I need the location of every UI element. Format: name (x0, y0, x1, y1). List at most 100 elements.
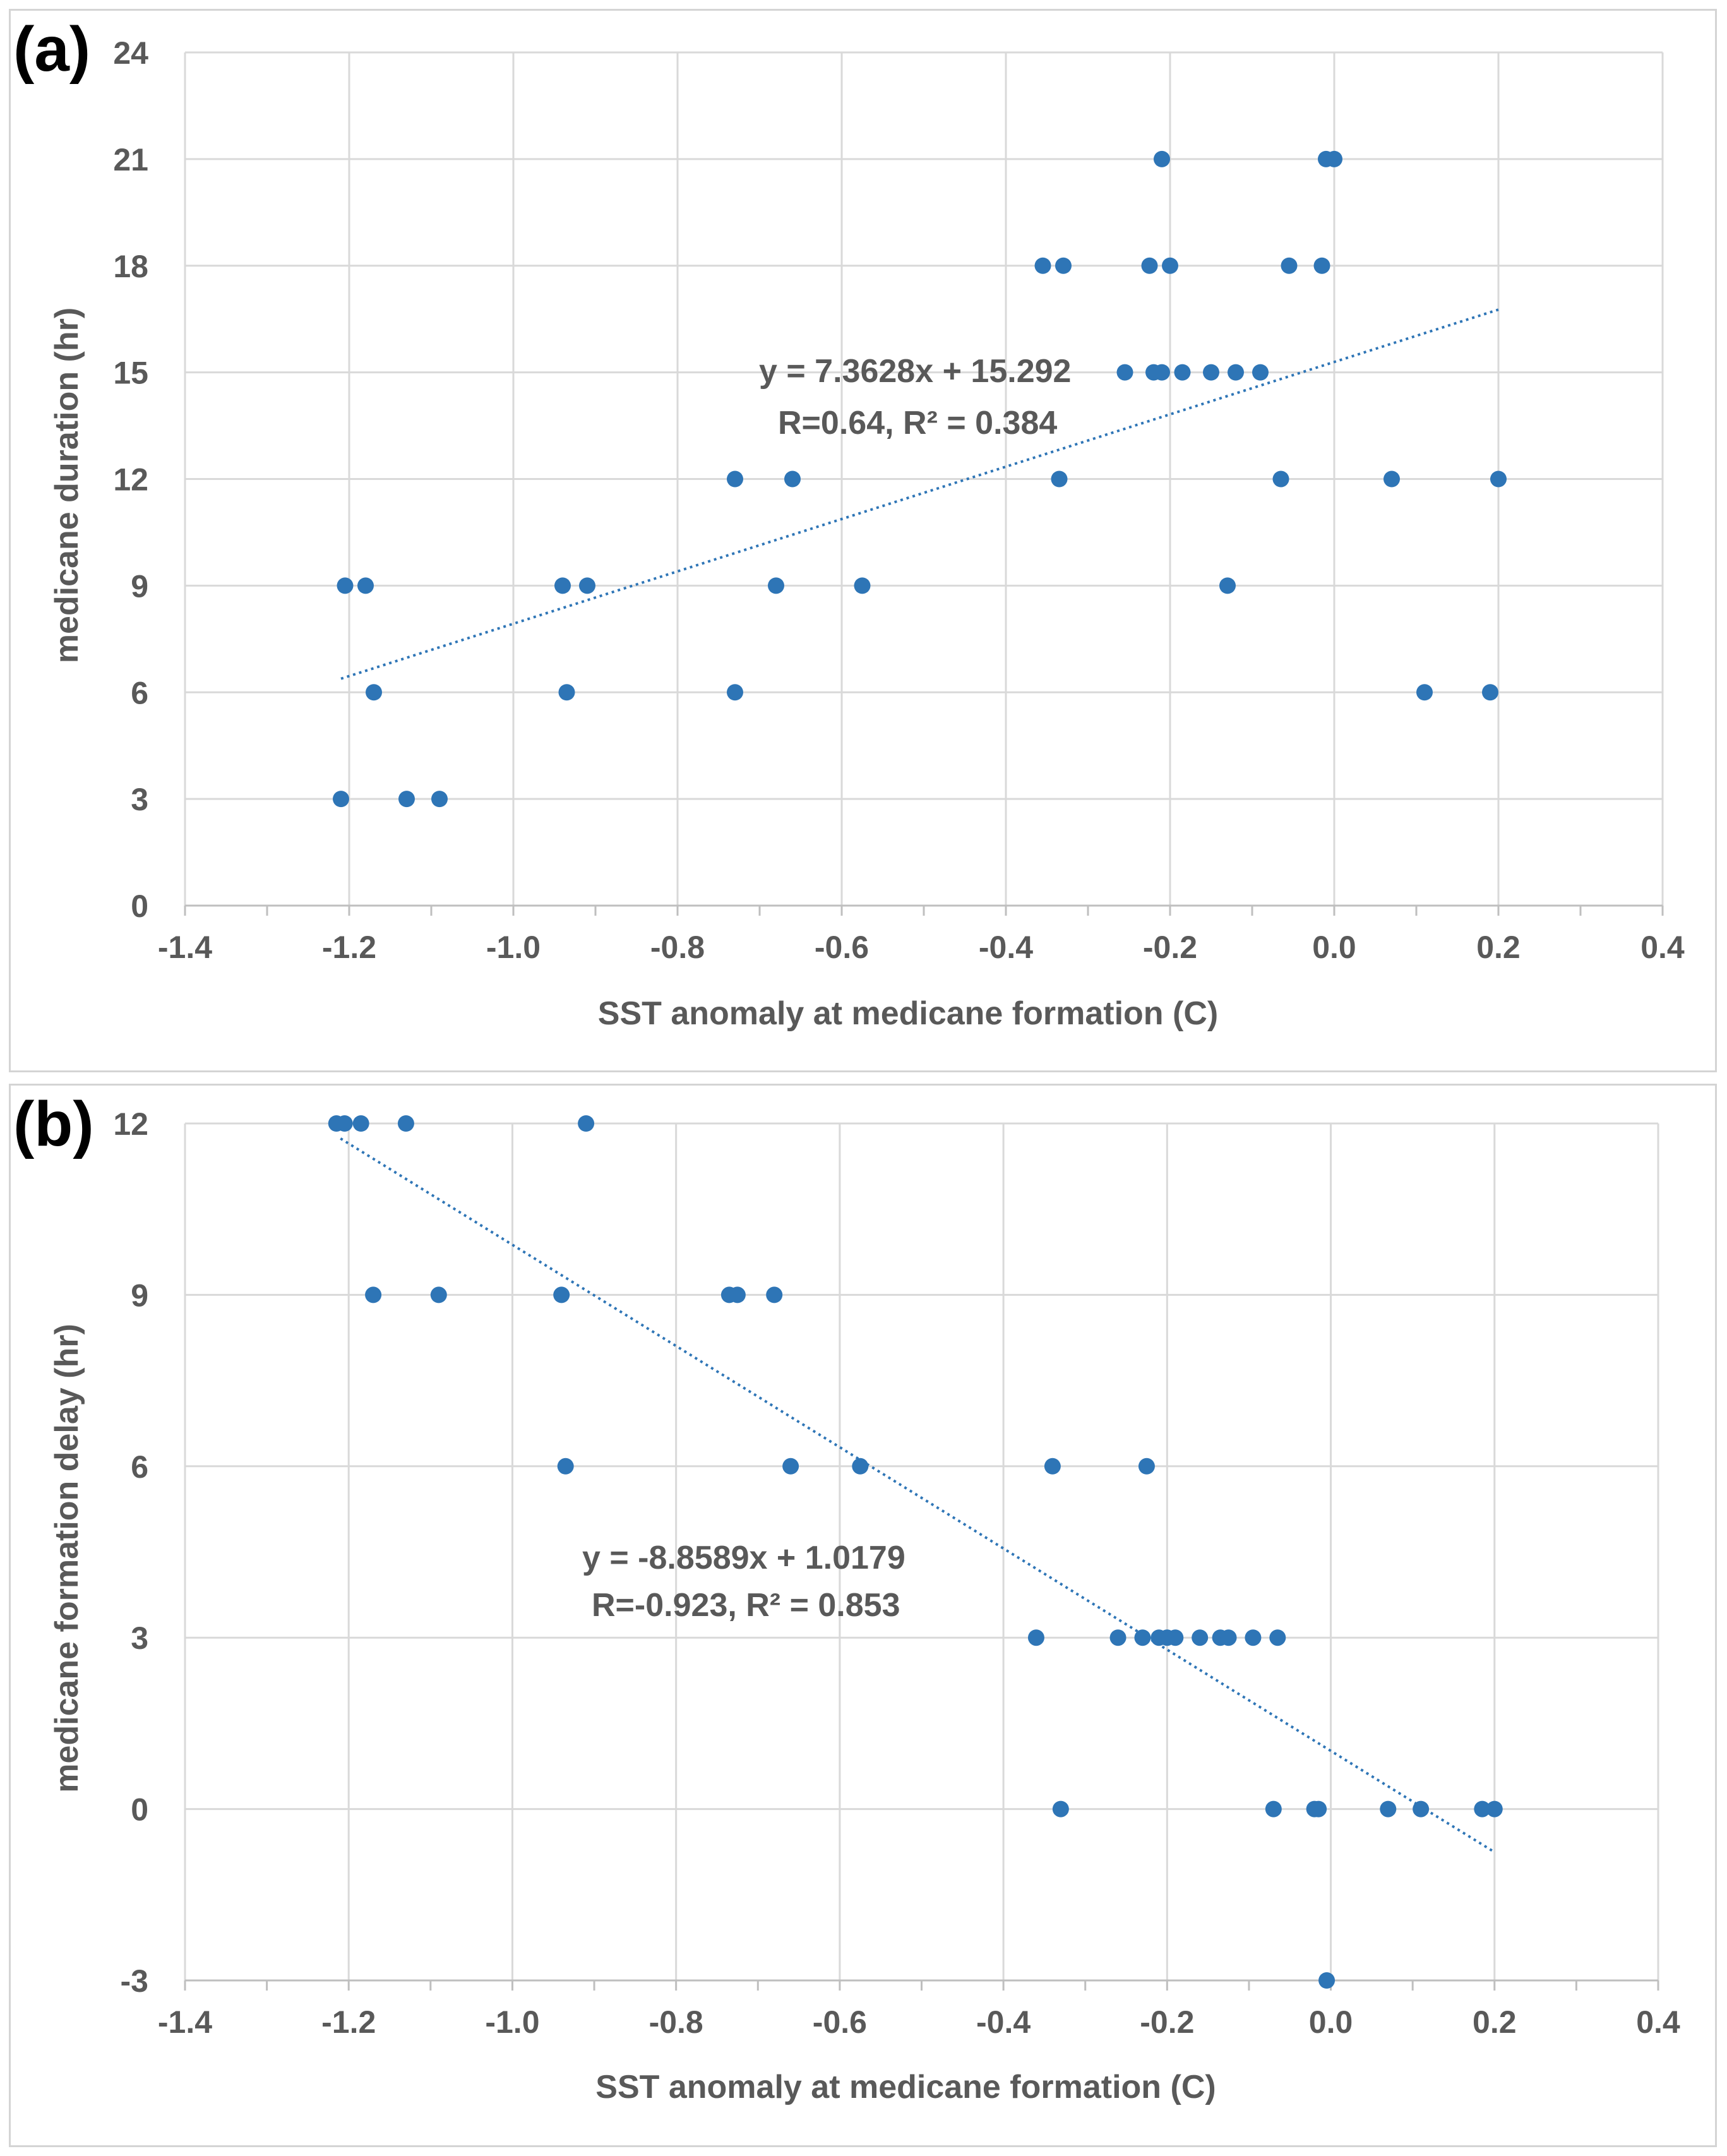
data-point (1192, 1629, 1209, 1646)
y-tick-label: 0 (131, 1792, 148, 1828)
y-tick-label: 9 (131, 568, 148, 604)
x-tick-label: 0.2 (1473, 2004, 1517, 2040)
y-tick-label: 6 (131, 675, 148, 710)
y-axis-title: medicane formation delay (hr) (49, 1324, 85, 1793)
x-tick-label: 0.4 (1636, 2004, 1680, 2040)
data-point (1220, 1629, 1237, 1646)
data-point (365, 1286, 382, 1303)
y-tick-label: 12 (113, 1106, 148, 1142)
data-point (1109, 1629, 1126, 1646)
data-point (1380, 1800, 1397, 1818)
x-tick-label: -0.4 (976, 2004, 1031, 2040)
y-tick-label: 18 (113, 249, 148, 284)
data-point (852, 1458, 869, 1475)
data-point (1174, 364, 1191, 381)
x-tick-label: -0.8 (649, 2004, 703, 2040)
data-point (1310, 1800, 1327, 1818)
x-tick-label: 0.0 (1309, 2004, 1353, 2040)
data-point (782, 1458, 799, 1475)
x-tick-label: -0.2 (1143, 930, 1197, 965)
data-point (1413, 1800, 1430, 1818)
data-point (366, 684, 382, 701)
x-tick-label: -1.2 (322, 930, 376, 965)
data-point (1252, 364, 1269, 381)
data-points (333, 150, 1507, 808)
data-point (1167, 1629, 1184, 1646)
x-tick-label: 0.4 (1640, 930, 1685, 965)
data-point (398, 791, 415, 808)
data-point (766, 1286, 783, 1303)
data-point (1051, 470, 1068, 488)
x-tick-label: -0.2 (1140, 2004, 1194, 2040)
y-tick-label: 15 (113, 356, 148, 391)
x-tick-label: -0.6 (815, 930, 869, 965)
data-point (854, 577, 871, 594)
data-point (578, 1115, 595, 1132)
data-point (1141, 257, 1158, 274)
data-point (1326, 150, 1342, 167)
data-point (579, 577, 595, 594)
panel-a-chart: -1.4 -1.2 -1.0 -0.8 -0.6 -0.4 -0.2 0.0 0.2 0.4 0 3 6… (9, 9, 1717, 1072)
panel-label: (a) (13, 14, 90, 85)
data-points (328, 1115, 1503, 1989)
data-point (1034, 257, 1051, 274)
data-point (357, 577, 374, 594)
data-point (1313, 257, 1330, 274)
x-tick-label: -1.2 (321, 2004, 376, 2040)
data-point (558, 684, 575, 701)
y-tick-label: 9 (131, 1278, 148, 1313)
data-point (1154, 364, 1170, 381)
data-point (352, 1115, 369, 1132)
data-point (1052, 1800, 1069, 1818)
data-point (1383, 470, 1400, 488)
data-point (727, 470, 743, 488)
data-point (1416, 684, 1433, 701)
trendline-stats: R=-0.923, R² = 0.853 (592, 1587, 900, 1624)
data-point (336, 1115, 353, 1132)
x-tick-label: -1.4 (158, 2004, 212, 2040)
trendline-equation: y = 7.3628x + 15.292 (759, 353, 1071, 390)
data-point (397, 1115, 414, 1132)
y-tick-label: 0 (131, 889, 148, 924)
data-point (431, 791, 448, 808)
chart-a-svg: -1.4 -1.2 -1.0 -0.8 -0.6 -0.4 -0.2 0.0 0.2 0.4 0 3 6… (13, 14, 1685, 1032)
y-tick-label: 3 (131, 782, 148, 817)
data-point (784, 470, 801, 488)
data-point (1281, 257, 1298, 274)
data-point (1138, 1458, 1155, 1475)
data-point (1318, 1972, 1336, 1989)
data-point (729, 1286, 746, 1303)
x-tick-label: 0.0 (1312, 930, 1356, 965)
panel-b-chart: -1.4 -1.2 -1.0 -0.8 -0.6 -0.4 -0.2 0.0 0.2 0.4 -3 0… (9, 1084, 1717, 2147)
x-tick-label: 0.2 (1476, 930, 1521, 965)
data-point (1228, 364, 1244, 381)
data-point (557, 1458, 574, 1475)
data-point (1490, 470, 1507, 488)
chart-b-svg: -1.4 -1.2 -1.0 -0.8 -0.6 -0.4 -0.2 0.0 0.2 0.4 -3 0… (13, 1089, 1680, 2105)
data-point (1269, 1629, 1286, 1646)
data-point (727, 684, 743, 701)
trendline (340, 1137, 1495, 1854)
data-point (337, 577, 354, 594)
x-tick-label: -1.0 (486, 930, 541, 965)
data-point (553, 1286, 570, 1303)
data-point (768, 577, 784, 594)
data-point (1044, 1458, 1061, 1475)
data-point (1055, 257, 1072, 274)
data-point (1027, 1629, 1044, 1646)
y-tick-label: 12 (113, 462, 148, 498)
x-tick-label: -0.6 (813, 2004, 867, 2040)
gridlines (184, 51, 1664, 907)
gridlines (184, 1122, 1659, 1982)
data-point (1482, 684, 1498, 701)
data-point (554, 577, 571, 594)
data-point (1134, 1629, 1151, 1646)
data-point (1245, 1629, 1262, 1646)
data-point (333, 791, 349, 808)
data-point (1265, 1800, 1282, 1818)
x-axis-title: SST anomaly at medicane formation (C) (598, 995, 1218, 1032)
x-tick-label: -0.8 (650, 930, 705, 965)
data-point (1203, 364, 1219, 381)
y-tick-label: 24 (113, 35, 148, 71)
x-tick-label: -0.4 (979, 930, 1033, 965)
